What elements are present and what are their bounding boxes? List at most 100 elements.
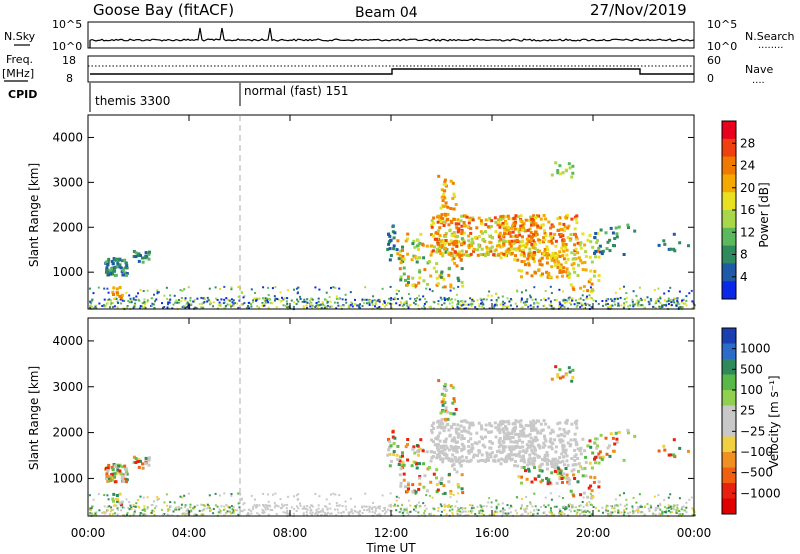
velocity-cell [358, 513, 361, 516]
power-cell [212, 305, 215, 308]
power-cell [516, 227, 520, 231]
power-cell [441, 254, 445, 258]
velocity-cell [513, 427, 517, 431]
power-cell [413, 245, 417, 249]
power-cell [570, 263, 574, 267]
power-cell [568, 166, 572, 170]
velocity-cell [571, 504, 574, 507]
velocity-cell [685, 501, 688, 504]
velocity-cell [614, 431, 618, 435]
velocity-cell [459, 464, 463, 467]
power-cell [561, 304, 564, 307]
power-cell [176, 301, 179, 304]
power-cell [663, 242, 667, 246]
power-cell [532, 306, 535, 308]
power-cell [462, 239, 466, 243]
power-cell [353, 303, 356, 306]
power-cell [165, 286, 168, 289]
velocity-cell [633, 434, 637, 438]
velocity-cell [543, 434, 546, 438]
velocity-cell [210, 509, 213, 512]
power-cell [115, 291, 119, 295]
power-cell [530, 242, 534, 246]
velocity-cell [687, 449, 690, 453]
velocity-cell [430, 438, 433, 442]
power-cell [470, 237, 474, 241]
velocity-cell [325, 498, 328, 501]
velocity-cell [537, 444, 541, 448]
power-cell [397, 257, 401, 261]
power-cell [443, 296, 446, 299]
velocity-cell [119, 472, 123, 476]
velocity-cell [573, 455, 577, 458]
velocity-cell [276, 504, 279, 507]
power-cell [640, 299, 643, 302]
velocity-cell [285, 512, 288, 515]
power-cell [401, 304, 404, 307]
nsearch-label: N.Search [745, 30, 795, 43]
velocity-cell [471, 421, 475, 425]
power-cell [220, 298, 223, 301]
velocity-cell [591, 451, 595, 455]
velocity-cell [506, 504, 509, 507]
velocity-cell [594, 455, 598, 459]
velocity-cell [440, 476, 444, 480]
colorbar-segment [722, 498, 736, 515]
power-cell [398, 253, 402, 257]
velocity-cell [230, 493, 233, 495]
power-cell [570, 175, 574, 179]
velocity-cell [345, 508, 348, 511]
velocity-cell [564, 448, 568, 452]
velocity-cell [286, 509, 289, 512]
power-cell [560, 270, 564, 274]
velocity-cell [238, 506, 241, 509]
power-cell [456, 303, 459, 306]
power-cell [406, 283, 410, 287]
velocity-cell [617, 509, 620, 512]
velocity-cell [108, 505, 111, 508]
velocity-cell [261, 511, 264, 514]
velocity-cell [228, 506, 231, 509]
velocity-cell [503, 437, 506, 441]
velocity-cell [521, 457, 525, 460]
power-cell [447, 252, 451, 256]
power-cell [489, 249, 493, 253]
velocity-cell [264, 504, 267, 506]
velocity-cell [417, 511, 420, 514]
velocity-cell [538, 446, 542, 450]
power-cell [208, 300, 211, 303]
power-cell [449, 289, 452, 292]
velocity-cell [685, 511, 688, 514]
power-cell [541, 272, 544, 276]
velocity-cell [132, 505, 135, 508]
power-cell [245, 306, 248, 309]
velocity-cell [399, 484, 403, 488]
power-cell [565, 248, 569, 252]
power-cell [109, 303, 112, 306]
velocity-cell [565, 373, 569, 377]
power-cell [435, 276, 439, 280]
velocity-cell [556, 459, 560, 463]
power-cell [479, 219, 483, 223]
velocity-cell [467, 510, 470, 513]
velocity-cell [418, 501, 420, 504]
power-cell [573, 243, 577, 247]
power-cell [462, 221, 466, 224]
velocity-cell [262, 504, 264, 506]
velocity-cell [416, 444, 420, 448]
power-cell [361, 298, 364, 301]
power-cell [342, 304, 345, 307]
x-tick-label: 20:00 [576, 526, 611, 540]
velocity-cell [570, 379, 574, 383]
power-cell [600, 252, 604, 256]
power-cell [452, 257, 456, 260]
velocity-cell [174, 508, 177, 511]
velocity-cell [526, 434, 530, 438]
power-cell [571, 171, 575, 175]
velocity-cell [481, 512, 484, 515]
power-cell [350, 301, 353, 304]
power-cell [202, 307, 204, 310]
velocity-cell [554, 445, 558, 449]
velocity-cell [267, 513, 270, 516]
velocity-cell [519, 419, 523, 423]
